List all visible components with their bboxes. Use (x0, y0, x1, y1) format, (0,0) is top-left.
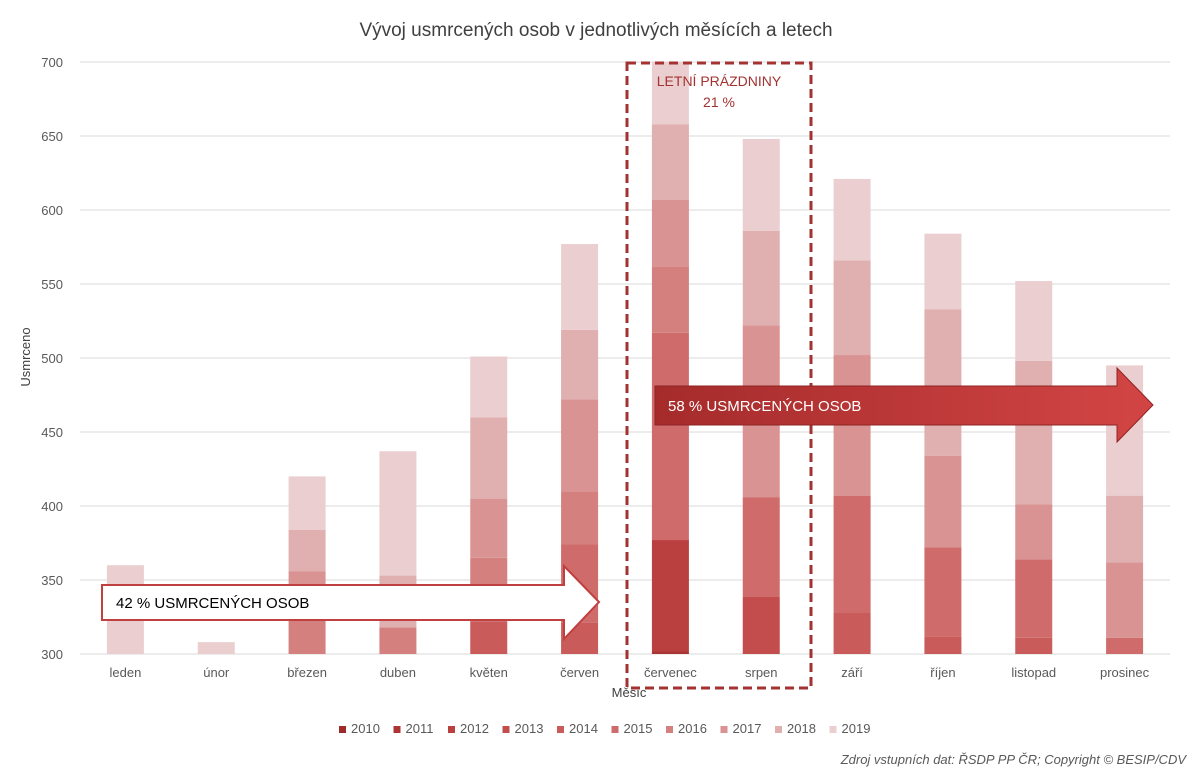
bar-segment (561, 399, 599, 492)
bar-segment (1015, 360, 1053, 505)
legend-label: 2017 (733, 721, 762, 736)
bar-segment (561, 329, 599, 400)
bar-segment (470, 621, 508, 654)
legend-label: 2013 (515, 721, 544, 736)
bar-segment (470, 356, 508, 418)
y-tick-label: 300 (41, 647, 63, 662)
legend-label: 2014 (569, 721, 598, 736)
bar-segment (561, 491, 599, 545)
y-axis-ticks: 300 350 400 450 500 550 600 650 700 (41, 55, 63, 662)
bar-segment (924, 455, 962, 548)
x-tick-label: červen (560, 665, 599, 680)
arrow-right-label: 58 % USMRCENÝCH OSOB (668, 398, 861, 415)
bar-segment (651, 651, 689, 654)
bar-segment (1106, 495, 1144, 563)
bar-segment (924, 233, 962, 310)
x-tick-label: červenec (644, 665, 697, 680)
bar-segment (924, 547, 962, 637)
bar-segment (470, 498, 508, 558)
x-tick-label: únor (203, 665, 230, 680)
legend-swatch (720, 726, 728, 733)
legend-swatch (393, 726, 401, 733)
x-tick-label: říjen (930, 665, 955, 680)
summer-holiday-box (625, 61, 813, 690)
bar-segment (379, 627, 417, 654)
legend-swatch (829, 726, 837, 733)
legend-label: 2010 (351, 721, 380, 736)
bar-segment (1015, 559, 1053, 638)
legend-swatch (611, 726, 619, 733)
bar-segment (1015, 504, 1053, 560)
legend-swatch (502, 726, 510, 733)
bar-segment (1015, 281, 1053, 361)
y-tick-label: 650 (41, 129, 63, 144)
legend-swatch (666, 726, 673, 733)
bar-segment (197, 642, 235, 654)
bar-segment (651, 332, 689, 541)
legend-label: 2011 (406, 721, 434, 736)
legend-label: 2016 (678, 721, 707, 736)
y-tick-label: 600 (41, 203, 63, 218)
x-tick-label: září (841, 665, 863, 680)
x-tick-label: květen (470, 665, 508, 680)
bar-segment (833, 495, 871, 613)
bar-segment (379, 451, 417, 576)
y-tick-label: 400 (41, 499, 63, 514)
bar-segment (1106, 637, 1144, 654)
y-axis-label: Usmrceno (18, 327, 33, 386)
bar-segment (833, 178, 871, 261)
bar-segment (651, 540, 689, 652)
legend-swatch (339, 726, 346, 733)
legend-swatch (775, 726, 782, 733)
x-tick-label: listopad (1011, 665, 1056, 680)
legend-swatch (448, 726, 455, 733)
y-tick-label: 500 (41, 351, 63, 366)
bar-segment (1106, 562, 1144, 638)
bar-segment (288, 529, 326, 572)
bar-segment (651, 124, 689, 200)
x-tick-label: leden (110, 665, 142, 680)
bar-segment (924, 309, 962, 456)
x-tick-label: srpen (745, 665, 778, 680)
arrow-left-shape (101, 563, 601, 642)
arrow-right-shape (654, 366, 1154, 444)
summer-holiday-label: LETNÍ PRÁZDNINY (657, 73, 782, 89)
legend-label: 2012 (460, 721, 489, 736)
bar-segment (833, 260, 871, 356)
bar-segment (742, 138, 780, 231)
source-note: Zdroj vstupních dat: ŘSDP PP ČR; Copyrig… (840, 752, 1186, 767)
y-tick-label: 550 (41, 277, 63, 292)
x-tick-label: prosinec (1100, 665, 1150, 680)
chart-title: Vývoj usmrcených osob v jednotlivých měs… (359, 20, 832, 41)
bar-segment (561, 244, 599, 330)
legend-swatch (557, 726, 564, 733)
bar-segment (924, 636, 962, 654)
x-tick-label: duben (380, 665, 416, 680)
legend: 2010 2011 2012 2013 2014 2015 2016 2017 2018 2019 (339, 721, 870, 736)
bar-segment (742, 230, 780, 326)
x-axis-label: Měsíc (612, 685, 647, 700)
arrow-left-label: 42 % USMRCENÝCH OSOB (116, 595, 309, 612)
bar-segment (742, 596, 780, 654)
bar-segment (742, 497, 780, 597)
bar-segment (651, 199, 689, 267)
legend-label: 2018 (787, 721, 816, 736)
bar-segment (651, 266, 689, 333)
legend-label: 2019 (842, 721, 871, 736)
y-tick-label: 350 (41, 573, 63, 588)
y-tick-label: 450 (41, 425, 63, 440)
gridlines (80, 61, 1170, 655)
bar-segment (833, 612, 871, 654)
bar-segment (288, 476, 326, 530)
y-tick-label: 700 (41, 55, 63, 70)
summer-holiday-percent: 21 % (703, 94, 735, 110)
x-tick-label: březen (287, 665, 327, 680)
bar-segment (1015, 637, 1053, 654)
bar-segment (470, 417, 508, 499)
bar-segment (651, 62, 689, 125)
x-axis-ticks: leden únor březen duben květen červen červenec… (110, 665, 1150, 680)
legend-label: 2015 (624, 721, 653, 736)
